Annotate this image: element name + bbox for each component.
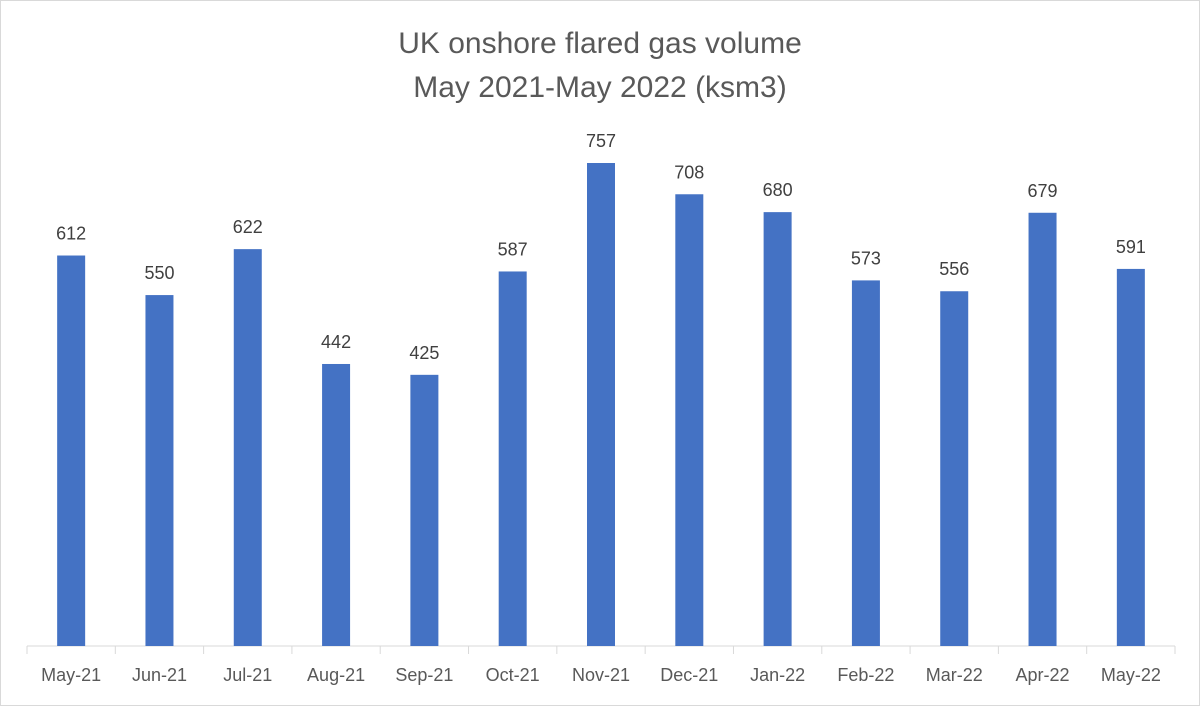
data-label: 708: [674, 162, 704, 182]
x-tick-label: Apr-22: [1016, 665, 1070, 685]
data-label: 425: [409, 343, 439, 363]
data-label: 587: [498, 239, 528, 259]
data-label: 680: [763, 180, 793, 200]
chart-title-line-2: May 2021-May 2022 (ksm3): [413, 71, 787, 104]
data-label: 591: [1116, 237, 1146, 257]
data-label: 757: [586, 131, 616, 151]
bar-nov-21: [587, 163, 615, 646]
x-tick-label: Dec-21: [660, 665, 718, 685]
bar-jul-21: [233, 249, 262, 647]
x-tick-label: Oct-21: [486, 665, 540, 685]
bar-mar-22: [940, 291, 969, 646]
x-tick-label: Jun-21: [132, 665, 187, 685]
chart-title-line-1: UK onshore flared gas volume: [398, 27, 802, 60]
bar-jan-22: [763, 212, 792, 646]
x-tick-label: Jul-21: [223, 665, 272, 685]
data-label: 550: [144, 263, 174, 283]
x-tick-label: Mar-22: [926, 665, 983, 685]
data-label: 573: [851, 248, 881, 268]
data-label: 679: [1028, 181, 1058, 201]
bar-feb-22: [851, 280, 880, 646]
data-label: 442: [321, 332, 351, 352]
x-tick-label: Jan-22: [750, 665, 805, 685]
bar-may-21: [57, 255, 86, 646]
data-label: 612: [56, 224, 86, 244]
x-tick-label: Feb-22: [837, 665, 894, 685]
bar-sep-21: [410, 374, 439, 646]
bar-may-22: [1116, 268, 1145, 646]
data-label: 556: [939, 259, 969, 279]
x-tick-label: Nov-21: [572, 665, 630, 685]
bar-apr-22: [1028, 212, 1057, 646]
bar-oct-21: [498, 271, 527, 646]
bar-dec-21: [675, 194, 704, 646]
x-tick-label: Sep-21: [395, 665, 453, 685]
x-tick-label: Aug-21: [307, 665, 365, 685]
data-label: 622: [233, 217, 263, 237]
x-tick-label: May-21: [41, 665, 101, 685]
bar-jun-21: [145, 295, 174, 646]
bar-aug-21: [322, 363, 351, 646]
x-tick-label: May-22: [1101, 665, 1161, 685]
